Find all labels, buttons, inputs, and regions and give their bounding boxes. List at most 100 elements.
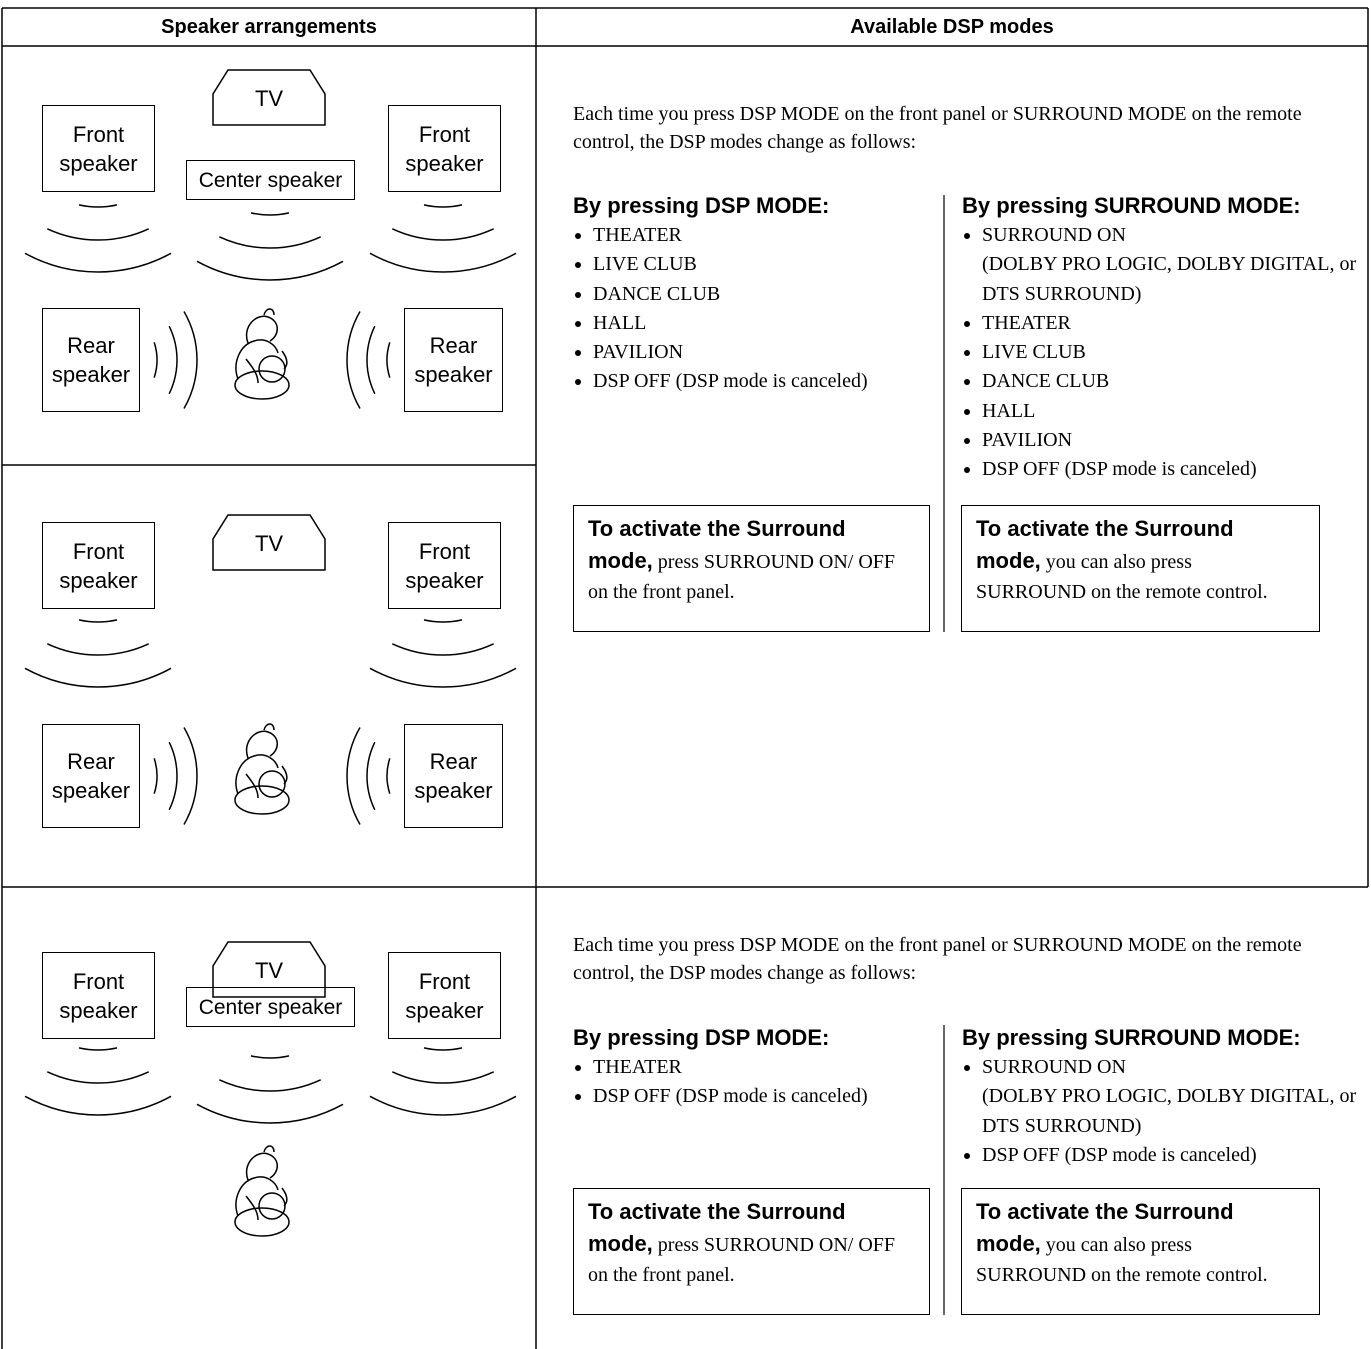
sound-wave: [218, 1079, 322, 1092]
mode-list: THEATERDSP OFF (DSP mode is canceled): [573, 1053, 938, 1112]
mode-item: DANCE CLUB: [982, 367, 1357, 396]
note-text: you can also press SURROUND on the remot…: [976, 551, 1268, 603]
note-lead: To activate the Surround mode,: [588, 516, 846, 573]
sound-wave: [24, 667, 172, 688]
sound-wave: [369, 252, 517, 273]
mode-item: THEATER: [982, 309, 1357, 338]
speaker-box: Front speaker: [42, 952, 155, 1039]
mode-item: PAVILION: [593, 338, 938, 367]
mode-column: By pressing SURROUND MODE: SURROUND ON (DO…: [962, 193, 1357, 485]
mode-item: SURROUND ON (DOLBY PRO LOGIC, DOLBY DIGIT…: [982, 1053, 1357, 1141]
mode-column: By pressing DSP MODE: THEATERDSP OFF (DSP…: [573, 1025, 938, 1112]
sound-wave: [183, 727, 198, 825]
sound-wave: [196, 1103, 344, 1124]
listener: [245, 1152, 278, 1181]
sound-wave: [24, 252, 172, 273]
listener: [245, 1187, 288, 1221]
sound-wave: [423, 619, 463, 623]
speaker-box: Rear speaker: [42, 724, 140, 828]
listener: [245, 730, 278, 759]
mode-list: THEATERLIVE CLUBDANCE CLUBHALLPAVILIONDS…: [573, 221, 938, 397]
sound-wave: [46, 643, 150, 656]
sound-wave: [423, 204, 463, 208]
sound-wave: [24, 1095, 172, 1116]
mode-heading: By pressing SURROUND MODE:: [962, 193, 1301, 218]
mode-item: LIVE CLUB: [593, 250, 938, 279]
note-lead: To activate the Surround mode,: [976, 516, 1234, 573]
tv-outline: [212, 514, 326, 571]
mode-item: DANCE CLUB: [593, 280, 938, 309]
sound-wave: [346, 311, 361, 409]
sound-wave: [218, 236, 322, 249]
sound-wave: [153, 758, 158, 794]
sound-wave: [196, 260, 344, 281]
listener: [263, 308, 275, 316]
sound-wave: [391, 228, 495, 241]
sound-wave: [369, 667, 517, 688]
mode-item: DSP OFF (DSP mode is canceled): [982, 1141, 1357, 1170]
sound-wave: [46, 228, 150, 241]
mode-item-detail: (DOLBY PRO LOGIC, DOLBY DIGITAL, or DTS …: [982, 1085, 1357, 1137]
listener: [258, 355, 286, 383]
listener: [234, 785, 290, 815]
mode-list: SURROUND ON (DOLBY PRO LOGIC, DOLBY DIGIT…: [962, 1053, 1357, 1170]
mode-item: HALL: [982, 397, 1357, 426]
listener: [235, 754, 279, 795]
tv-label: TV: [254, 958, 284, 983]
mode-item: SURROUND ON (DOLBY PRO LOGIC, DOLBY DIGIT…: [982, 221, 1357, 309]
mode-heading: By pressing SURROUND MODE:: [962, 1025, 1301, 1050]
speaker-box: Rear speaker: [404, 308, 503, 412]
sound-wave: [168, 325, 178, 395]
listener: [245, 765, 288, 799]
mode-item-text: SURROUND ON: [982, 224, 1126, 246]
listener: [258, 770, 286, 798]
sound-wave: [78, 619, 118, 623]
sound-wave: [369, 1095, 517, 1116]
listener: [263, 723, 275, 731]
mode-column: By pressing DSP MODE: THEATERLIVE CLUBDAN…: [573, 193, 938, 397]
note-box: To activate the Surround mode, press SURR…: [573, 505, 930, 632]
speaker-box: Front speaker: [388, 952, 501, 1039]
sound-wave: [78, 1047, 118, 1051]
listener: [245, 350, 288, 384]
sound-wave: [250, 1055, 290, 1059]
column-header: Available DSP modes: [850, 16, 1054, 38]
note-lead: To activate the Surround mode,: [976, 1199, 1234, 1256]
sound-wave: [423, 1047, 463, 1051]
sound-wave: [386, 758, 391, 794]
sound-wave: [183, 311, 198, 409]
speaker-box: Front speaker: [388, 105, 501, 192]
mode-item: LIVE CLUB: [982, 338, 1357, 367]
note-box: To activate the Surround mode, you can al…: [961, 1188, 1320, 1315]
intro-text: Each time you press DSP MODE on the fron…: [573, 934, 1302, 984]
mode-item: THEATER: [593, 1053, 938, 1082]
speaker-box: Front speaker: [42, 522, 155, 609]
speaker-box: Front speaker: [388, 522, 501, 609]
intro-text: Each time you press DSP MODE on the fron…: [573, 103, 1302, 153]
speaker-box: Center speaker: [186, 987, 355, 1027]
sound-wave: [250, 212, 290, 216]
mode-item-text: SURROUND ON: [982, 1056, 1126, 1078]
sound-wave: [386, 342, 391, 378]
mode-heading: By pressing DSP MODE:: [573, 193, 830, 218]
sound-wave: [366, 741, 376, 811]
sound-wave: [366, 325, 376, 395]
note-box: To activate the Surround mode, you can al…: [961, 505, 1320, 632]
sound-wave: [391, 1071, 495, 1084]
note-text: press SURROUND ON/ OFF on the front pane…: [588, 551, 896, 603]
listener: [245, 315, 278, 344]
note-text: press SURROUND ON/ OFF on the front pane…: [588, 1234, 896, 1286]
listener: [234, 370, 290, 400]
speaker-box: Rear speaker: [42, 308, 140, 412]
mode-item: HALL: [593, 309, 938, 338]
speaker-box: Rear speaker: [404, 724, 503, 828]
mode-item-detail: (DOLBY PRO LOGIC, DOLBY DIGITAL, or DTS …: [982, 253, 1357, 305]
tv-outline: [212, 941, 326, 998]
tv-outline: [212, 69, 326, 126]
mode-column: By pressing SURROUND MODE: SURROUND ON (DO…: [962, 1025, 1357, 1170]
mode-item: DSP OFF (DSP mode is canceled): [593, 1082, 938, 1111]
tv-label: TV: [254, 531, 284, 556]
tv-label: TV: [254, 86, 284, 111]
